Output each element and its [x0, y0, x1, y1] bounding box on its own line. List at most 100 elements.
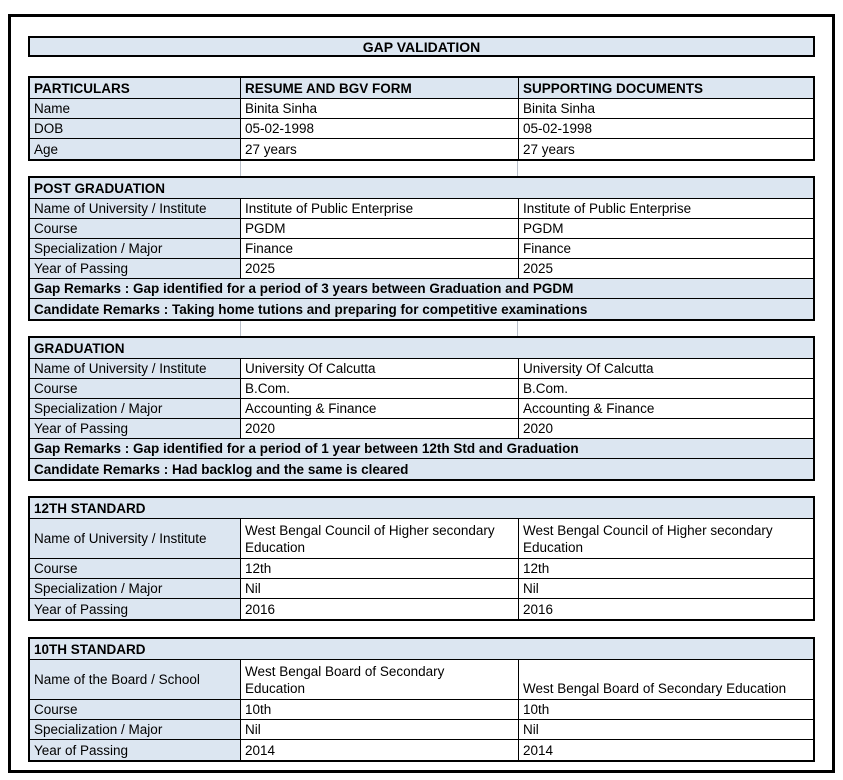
- row-year-of-passing: Year of Passing 2016 2016: [30, 599, 813, 619]
- supporting-value: Nil: [523, 581, 539, 596]
- spacer: [28, 481, 815, 496]
- row-label: Specialization / Major: [30, 239, 241, 258]
- resume-value: Nil: [241, 720, 519, 739]
- row-name: Name Binita Sinha Binita Sinha: [30, 99, 813, 119]
- supporting-value: 2020: [523, 421, 554, 436]
- supporting-value: 27 years: [523, 141, 575, 157]
- resume-value: West Bengal Council of Higher secondary …: [241, 519, 519, 558]
- row-label: Course: [30, 700, 241, 719]
- resume-value: Finance: [241, 239, 519, 258]
- row-label: Course: [30, 379, 241, 398]
- table-header-row: PARTICULARS RESUME AND BGV FORM SUPPORTI…: [30, 78, 813, 99]
- row-board-school: Name of the Board / School West Bengal B…: [30, 660, 813, 700]
- row-label: Name: [30, 99, 241, 118]
- spacer: [28, 621, 815, 637]
- gridline: [240, 161, 241, 176]
- supporting-value: 12th: [523, 561, 550, 576]
- supporting-value: 10th: [523, 702, 550, 717]
- supporting-value: 2016: [523, 601, 554, 617]
- resume-value: PGDM: [241, 219, 519, 238]
- spacer: [28, 161, 815, 176]
- section-title-12th-standard: 12TH STANDARD: [30, 498, 813, 518]
- section-title-post-graduation: POST GRADUATION: [30, 178, 813, 198]
- resume-value: University Of Calcutta: [241, 359, 519, 378]
- resume-value: 27 years: [241, 139, 519, 159]
- section-header-row: GRADUATION: [30, 338, 813, 359]
- supporting-value: B.Com.: [523, 381, 569, 396]
- row-age: Age 27 years 27 years: [30, 139, 813, 159]
- supporting-value: PGDM: [523, 221, 564, 236]
- document-frame: GAP VALIDATION PARTICULARS RESUME AND BG…: [8, 14, 835, 773]
- document-title-text: GAP VALIDATION: [362, 38, 481, 55]
- gridline: [517, 161, 518, 176]
- column-header-resume-bgv: RESUME AND BGV FORM: [241, 78, 519, 98]
- row-label: DOB: [30, 119, 241, 138]
- candidate-details-table: PARTICULARS RESUME AND BGV FORM SUPPORTI…: [28, 76, 815, 161]
- spacer: [28, 57, 815, 76]
- candidate-remarks-row: Candidate Remarks : Taking home tutions …: [30, 299, 813, 319]
- resume-value: 2014: [241, 740, 519, 760]
- supporting-value: Institute of Public Enterprise: [523, 201, 692, 216]
- section-title-10th-standard: 10TH STANDARD: [30, 639, 813, 659]
- resume-value: 12th: [241, 559, 519, 578]
- row-label: Name of University / Institute: [30, 359, 241, 378]
- section-header-row: 10TH STANDARD: [30, 639, 813, 660]
- row-specialization: Specialization / Major Finance Finance: [30, 239, 813, 259]
- resume-value: 05-02-1998: [241, 119, 519, 138]
- row-course: Course 12th 12th: [30, 559, 813, 579]
- supporting-value: Accounting & Finance: [523, 401, 655, 416]
- resume-value: West Bengal Board of Secondary Education: [241, 660, 519, 699]
- resume-value: Binita Sinha: [241, 99, 519, 118]
- supporting-value: West Bengal Council of Higher secondary …: [523, 522, 773, 555]
- row-course: Course 10th 10th: [30, 700, 813, 720]
- post-graduation-table: POST GRADUATION Name of University / Ins…: [28, 176, 815, 321]
- resume-value: 2020: [241, 419, 519, 438]
- row-label: Name of University / Institute: [30, 519, 241, 558]
- document-content: GAP VALIDATION PARTICULARS RESUME AND BG…: [28, 36, 818, 762]
- row-specialization: Specialization / Major Nil Nil: [30, 720, 813, 740]
- row-specialization: Specialization / Major Accounting & Fina…: [30, 399, 813, 419]
- gridline: [517, 321, 518, 336]
- spacer: [28, 321, 815, 336]
- resume-value: Nil: [241, 579, 519, 598]
- row-label: Year of Passing: [30, 740, 241, 760]
- row-label: Course: [30, 559, 241, 578]
- row-label: Specialization / Major: [30, 579, 241, 598]
- candidate-remarks-text: Candidate Remarks : Taking home tutions …: [30, 299, 813, 319]
- resume-value: Institute of Public Enterprise: [241, 199, 519, 218]
- row-label: Year of Passing: [30, 419, 241, 438]
- row-specialization: Specialization / Major Nil Nil: [30, 579, 813, 599]
- row-label: Specialization / Major: [30, 720, 241, 739]
- resume-value: B.Com.: [241, 379, 519, 398]
- row-university: Name of University / Institute West Beng…: [30, 519, 813, 559]
- twelfth-standard-table: 12TH STANDARD Name of University / Insti…: [28, 496, 815, 621]
- supporting-value: 05-02-1998: [523, 121, 593, 136]
- row-course: Course B.Com. B.Com.: [30, 379, 813, 399]
- row-label: Name of the Board / School: [30, 660, 241, 699]
- graduation-table: GRADUATION Name of University / Institut…: [28, 336, 815, 481]
- resume-value: 10th: [241, 700, 519, 719]
- supporting-value: West Bengal Board of Secondary Education: [523, 681, 787, 696]
- section-title-graduation: GRADUATION: [30, 338, 813, 358]
- row-dob: DOB 05-02-1998 05-02-1998: [30, 119, 813, 139]
- row-label: Name of University / Institute: [30, 199, 241, 218]
- row-year-of-passing: Year of Passing 2020 2020: [30, 419, 813, 439]
- row-year-of-passing: Year of Passing 2025 2025: [30, 259, 813, 279]
- supporting-value: 2014: [523, 742, 554, 758]
- column-header-particulars: PARTICULARS: [30, 78, 241, 98]
- section-header-row: POST GRADUATION: [30, 178, 813, 199]
- gap-remarks-text: Gap Remarks : Gap identified for a perio…: [30, 439, 813, 458]
- gap-remarks-row: Gap Remarks : Gap identified for a perio…: [30, 279, 813, 299]
- supporting-value: 2025: [523, 261, 554, 276]
- row-label: Year of Passing: [30, 599, 241, 619]
- row-course: Course PGDM PGDM: [30, 219, 813, 239]
- candidate-remarks-row: Candidate Remarks : Had backlog and the …: [30, 459, 813, 479]
- resume-value: 2016: [241, 599, 519, 619]
- row-label: Year of Passing: [30, 259, 241, 278]
- row-university: Name of University / Institute Universit…: [30, 359, 813, 379]
- tenth-standard-table: 10TH STANDARD Name of the Board / School…: [28, 637, 815, 762]
- row-university: Name of University / Institute Institute…: [30, 199, 813, 219]
- row-label: Specialization / Major: [30, 399, 241, 418]
- resume-value: 2025: [241, 259, 519, 278]
- document-title: GAP VALIDATION: [28, 36, 815, 57]
